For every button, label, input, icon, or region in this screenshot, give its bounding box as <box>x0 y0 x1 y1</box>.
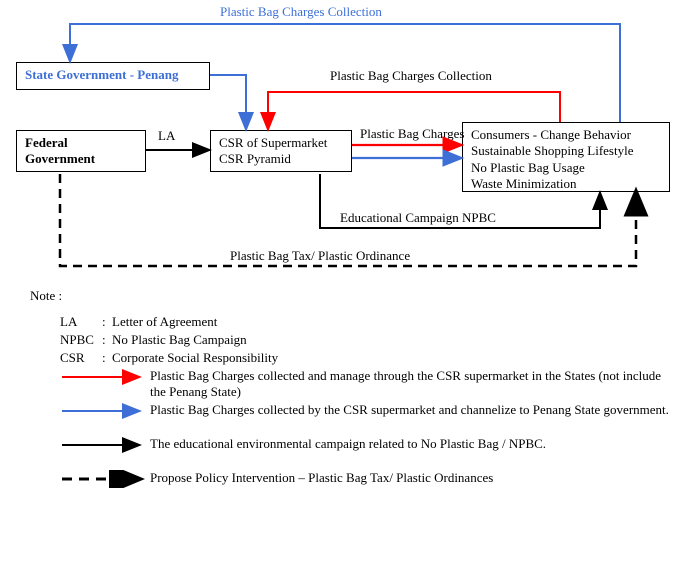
node-label: State Government - Penang <box>25 67 178 82</box>
node-label-line4: Waste Minimization <box>471 176 576 191</box>
node-consumers: Consumers - Change Behavior Sustainable … <box>462 122 670 192</box>
legend-arrow-dashed <box>60 470 150 490</box>
node-label-line1: Consumers - Change Behavior <box>471 127 631 142</box>
label-la: LA <box>158 128 175 144</box>
label-top-collection: Plastic Bag Charges Collection <box>220 4 382 20</box>
legend-text: Propose Policy Intervention – Plastic Ba… <box>150 470 670 486</box>
abbrev-val: Letter of Agreement <box>112 314 670 330</box>
node-label-line2: Government <box>25 151 95 166</box>
label-plastic-bag-charges: Plastic Bag Charges <box>360 126 464 142</box>
legend-row: Plastic Bag Charges collected and manage… <box>60 368 670 400</box>
node-label-line3: No Plastic Bag Usage <box>471 160 585 175</box>
notes-section: Note : LA : Letter of Agreement NPBC : N… <box>30 288 670 492</box>
node-label-line1: Federal <box>25 135 68 150</box>
node-csr: CSR of Supermarket CSR Pyramid <box>210 130 352 172</box>
abbrev-row: NPBC : No Plastic Bag Campaign <box>60 332 670 348</box>
node-state-government: State Government - Penang <box>16 62 210 90</box>
node-federal-government: Federal Government <box>16 130 146 172</box>
abbrev-key: LA <box>60 314 102 330</box>
legend-text: The educational environmental campaign r… <box>150 436 670 452</box>
node-label-line1: CSR of Supermarket <box>219 135 327 150</box>
legend-row: Propose Policy Intervention – Plastic Ba… <box>60 470 670 490</box>
abbrev-key: NPBC <box>60 332 102 348</box>
abbrev-val: No Plastic Bag Campaign <box>112 332 670 348</box>
abbrev-row: LA : Letter of Agreement <box>60 314 670 330</box>
legend-row: The educational environmental campaign r… <box>60 436 670 456</box>
legend-arrow-blue <box>60 402 150 422</box>
node-label-line2: Sustainable Shopping Lifestyle <box>471 143 633 158</box>
abbrev-key: CSR <box>60 350 102 366</box>
legend-row: Plastic Bag Charges collected by the CSR… <box>60 402 670 422</box>
legend-arrow-red <box>60 368 150 388</box>
legend-text: Plastic Bag Charges collected by the CSR… <box>150 402 670 418</box>
label-collection-red: Plastic Bag Charges Collection <box>330 68 492 84</box>
legend-arrow-black <box>60 436 150 456</box>
label-plastic-bag-tax: Plastic Bag Tax/ Plastic Ordinance <box>230 248 410 264</box>
abbrev-val: Corporate Social Responsibility <box>112 350 670 366</box>
notes-heading: Note : <box>30 288 670 304</box>
node-label-line2: CSR Pyramid <box>219 151 291 166</box>
legend-text: Plastic Bag Charges collected and manage… <box>150 368 670 400</box>
abbrev-row: CSR : Corporate Social Responsibility <box>60 350 670 366</box>
label-educational-campaign: Educational Campaign NPBC <box>340 210 496 226</box>
